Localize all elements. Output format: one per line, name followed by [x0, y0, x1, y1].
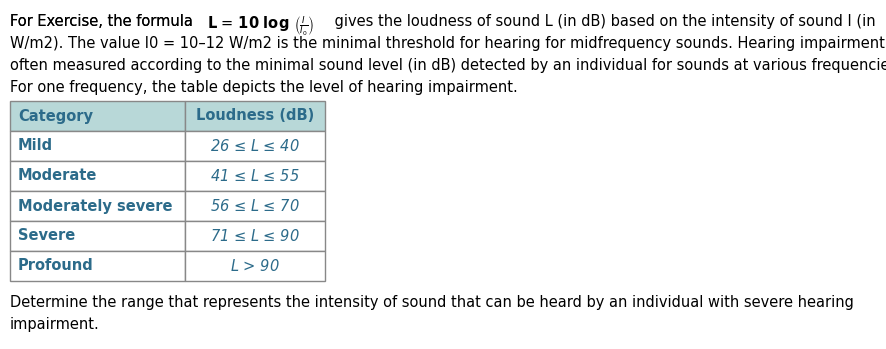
Bar	[185, 161, 324, 191]
Text: Severe: Severe	[18, 229, 75, 244]
Bar	[185, 221, 324, 251]
Bar	[185, 131, 324, 161]
Text: Profound: Profound	[18, 259, 94, 274]
Text: For one frequency, the table depicts the level of hearing impairment.: For one frequency, the table depicts the…	[10, 80, 517, 95]
Text: $\mathbf{L}$ = $\mathbf{10\ log}$: $\mathbf{L}$ = $\mathbf{10\ log}$	[207, 14, 289, 33]
Bar	[185, 101, 324, 131]
Text: Moderately severe: Moderately severe	[18, 199, 172, 214]
Text: Category: Category	[18, 109, 93, 124]
Text: $\mathit{L}$ > 90: $\mathit{L}$ > 90	[230, 258, 279, 274]
Bar	[10, 251, 185, 281]
Text: Mild: Mild	[18, 139, 53, 154]
Bar	[185, 191, 324, 221]
Text: gives the loudness of sound L (in dB) based on the intensity of sound I (in: gives the loudness of sound L (in dB) ba…	[330, 14, 875, 29]
Bar	[10, 101, 185, 131]
Text: For Exercise, the formula: For Exercise, the formula	[10, 14, 198, 29]
Text: Loudness (dB): Loudness (dB)	[196, 109, 314, 124]
Text: Determine the range that represents the intensity of sound that can be heard by : Determine the range that represents the …	[10, 295, 853, 310]
Bar	[10, 131, 185, 161]
Text: W/m2). The value I0 = 10–12 W/m2 is the minimal threshold for hearing for midfre: W/m2). The value I0 = 10–12 W/m2 is the …	[10, 36, 886, 51]
Bar	[10, 191, 185, 221]
Text: Moderate: Moderate	[18, 169, 97, 184]
Bar	[10, 221, 185, 251]
Bar	[185, 251, 324, 281]
Text: $\left(\frac{I}{I_0}\right)$: $\left(\frac{I}{I_0}\right)$	[293, 14, 314, 37]
Text: impairment.: impairment.	[10, 317, 99, 332]
Text: 41 ≤ $\mathit{L}$ ≤ 55: 41 ≤ $\mathit{L}$ ≤ 55	[210, 168, 299, 184]
Text: 26 ≤ $\mathit{L}$ ≤ 40: 26 ≤ $\mathit{L}$ ≤ 40	[210, 138, 299, 154]
Text: For Exercise, the formula: For Exercise, the formula	[10, 14, 198, 29]
Text: often measured according to the minimal sound level (in dB) detected by an indiv: often measured according to the minimal …	[10, 58, 886, 73]
Bar	[10, 161, 185, 191]
Text: 56 ≤ $\mathit{L}$ ≤ 70: 56 ≤ $\mathit{L}$ ≤ 70	[210, 198, 299, 214]
Text: 71 ≤ $\mathit{L}$ ≤ 90: 71 ≤ $\mathit{L}$ ≤ 90	[210, 228, 299, 244]
